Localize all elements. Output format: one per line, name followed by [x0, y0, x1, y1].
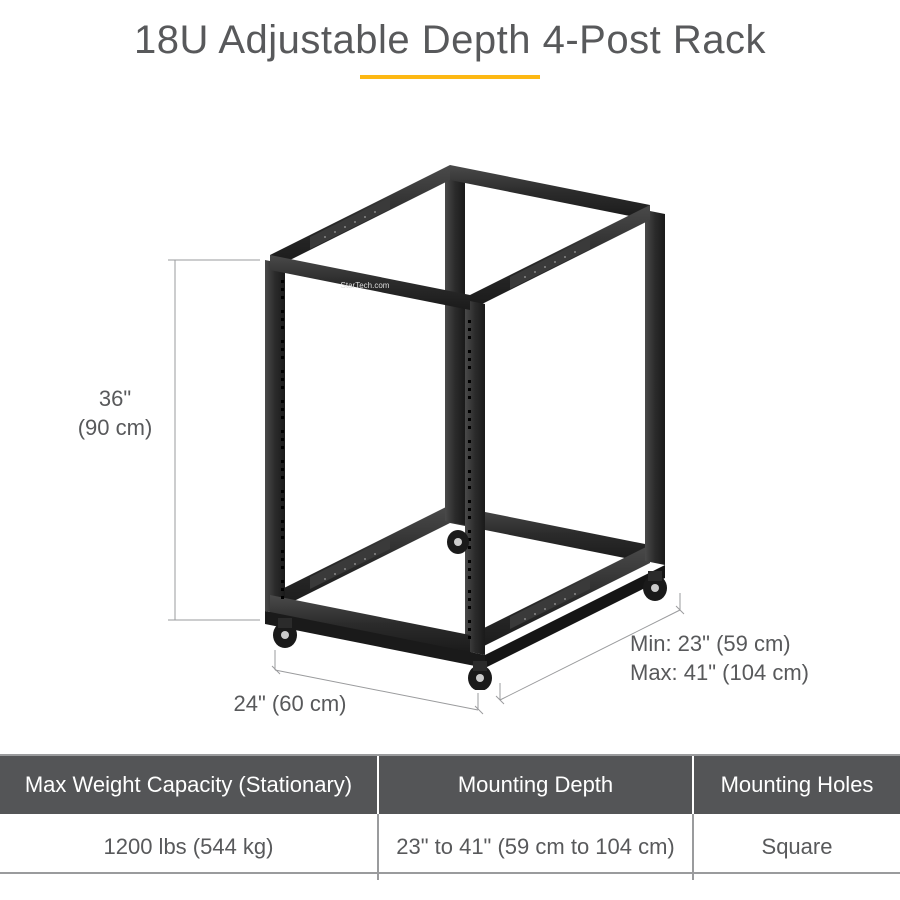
table-bottom-rule: [0, 872, 900, 874]
specs-table: Max Weight Capacity (Stationary) Mountin…: [0, 756, 900, 880]
width-dimension-label: 24" (60 cm): [225, 690, 355, 719]
value-depth: 23" to 41" (59 cm to 104 cm): [378, 814, 693, 880]
table-header-row: Max Weight Capacity (Stationary) Mountin…: [0, 756, 900, 814]
depth-dimension-label: Min: 23" (59 cm)Max: 41" (104 cm): [630, 630, 850, 687]
page-title: 18U Adjustable Depth 4-Post Rack: [0, 0, 900, 63]
value-holes: Square: [693, 814, 900, 880]
table-value-row: 1200 lbs (544 kg) 23" to 41" (59 cm to 1…: [0, 814, 900, 880]
header-depth: Mounting Depth: [378, 756, 693, 814]
header-holes: Mounting Holes: [693, 756, 900, 814]
diagram-area: StarTech.com: [0, 90, 900, 740]
title-underline: [360, 75, 540, 79]
height-dimension-label: 36"(90 cm): [70, 385, 160, 442]
header-weight: Max Weight Capacity (Stationary): [0, 756, 378, 814]
value-weight: 1200 lbs (544 kg): [0, 814, 378, 880]
